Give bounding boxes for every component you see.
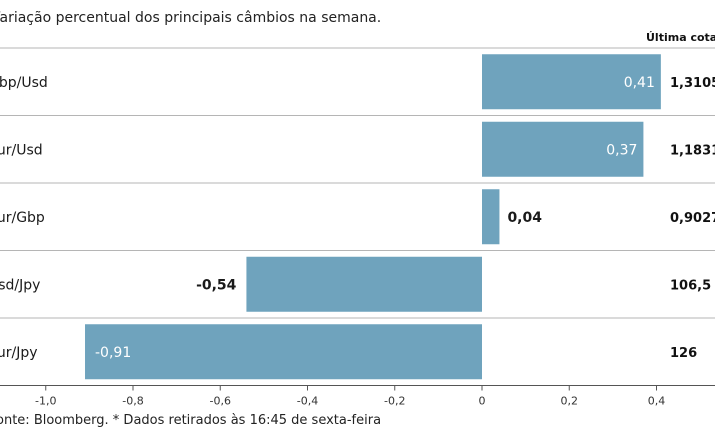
last-quote-value: 106,5 (670, 278, 711, 293)
bar (85, 324, 482, 380)
last-quote-value: 0,90279 (670, 211, 715, 226)
bar (482, 121, 644, 177)
category-label: Eur/Usd (0, 142, 43, 158)
value-label: 0,04 (507, 210, 542, 226)
category-label: Gbp/Usd (0, 75, 48, 91)
value-label: 0,37 (606, 142, 637, 158)
category-label: Usd/Jpy (0, 277, 40, 293)
last-quote-value: 1,3105 (670, 76, 715, 91)
bar (482, 54, 661, 110)
bar (246, 256, 482, 312)
x-tick-label: 0,4 (648, 395, 666, 408)
x-tick-label: -0,8 (122, 395, 143, 408)
value-label: -0,54 (196, 277, 237, 293)
last-quote-header: Última cotação* (646, 31, 715, 44)
x-tick-label: 0,2 (561, 395, 579, 408)
source-note: Fonte: Bloomberg. * Dados retirados às 1… (0, 413, 382, 428)
x-tick-label: -0,2 (384, 395, 405, 408)
category-label: Eur/Jpy (0, 345, 38, 361)
x-tick-label: -0,4 (297, 395, 318, 408)
x-tick-label: -1,0 (35, 395, 56, 408)
x-tick-label: -0,6 (210, 395, 231, 408)
chart-subtitle: Variação percentual dos principais câmbi… (0, 10, 382, 26)
category-label: Eur/Gbp (0, 210, 45, 226)
value-label: -0,91 (95, 345, 131, 361)
x-tick-label: 0 (479, 395, 486, 408)
value-label: 0,41 (624, 75, 655, 91)
last-quote-value: 126 (670, 346, 697, 361)
bar (482, 189, 500, 245)
last-quote-value: 1,1831 (670, 143, 715, 158)
